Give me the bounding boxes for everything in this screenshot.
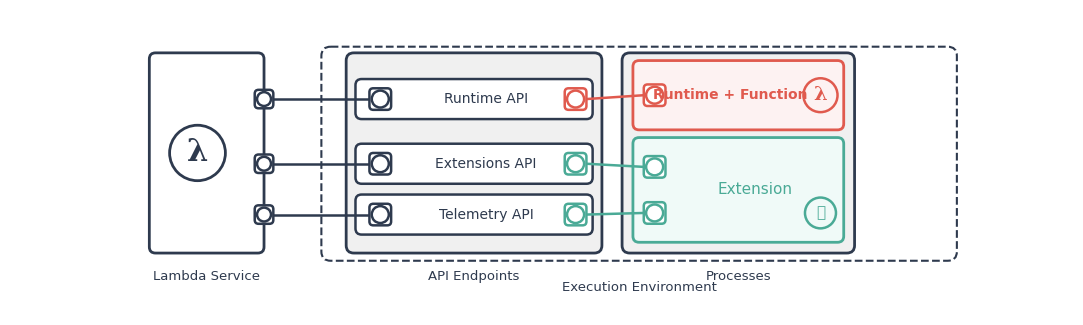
FancyBboxPatch shape xyxy=(643,84,665,106)
FancyBboxPatch shape xyxy=(564,153,586,175)
Circle shape xyxy=(567,206,584,223)
FancyBboxPatch shape xyxy=(643,156,665,178)
Circle shape xyxy=(371,206,389,223)
FancyBboxPatch shape xyxy=(347,53,602,253)
Text: Runtime + Function: Runtime + Function xyxy=(653,88,807,102)
Circle shape xyxy=(257,208,271,222)
FancyBboxPatch shape xyxy=(369,88,391,110)
Circle shape xyxy=(371,155,389,172)
Circle shape xyxy=(647,87,663,104)
Text: API Endpoints: API Endpoints xyxy=(429,270,520,283)
Text: Extensions API: Extensions API xyxy=(435,157,536,171)
Circle shape xyxy=(170,125,225,181)
FancyBboxPatch shape xyxy=(355,79,592,119)
FancyBboxPatch shape xyxy=(355,195,592,235)
Circle shape xyxy=(371,91,389,108)
FancyBboxPatch shape xyxy=(369,204,391,225)
FancyBboxPatch shape xyxy=(255,90,273,108)
FancyBboxPatch shape xyxy=(632,60,844,130)
FancyBboxPatch shape xyxy=(255,154,273,173)
Text: Lambda Service: Lambda Service xyxy=(153,270,260,283)
FancyBboxPatch shape xyxy=(632,137,844,242)
Circle shape xyxy=(647,204,663,221)
Circle shape xyxy=(567,91,584,108)
Circle shape xyxy=(804,78,837,112)
Text: Extension: Extension xyxy=(718,182,793,197)
Circle shape xyxy=(805,198,836,228)
FancyBboxPatch shape xyxy=(149,53,264,253)
FancyBboxPatch shape xyxy=(564,88,586,110)
FancyBboxPatch shape xyxy=(355,144,592,184)
Text: λ: λ xyxy=(813,86,827,104)
Text: Execution Environment: Execution Environment xyxy=(562,281,717,294)
FancyBboxPatch shape xyxy=(622,53,854,253)
Text: Processes: Processes xyxy=(705,270,771,283)
Circle shape xyxy=(257,157,271,171)
Circle shape xyxy=(647,158,663,176)
FancyBboxPatch shape xyxy=(643,202,665,224)
Text: λ: λ xyxy=(186,137,208,168)
Circle shape xyxy=(567,155,584,172)
Text: ⏻: ⏻ xyxy=(815,205,825,220)
Text: Runtime API: Runtime API xyxy=(444,92,529,106)
FancyBboxPatch shape xyxy=(564,204,586,225)
Text: Telemetry API: Telemetry API xyxy=(439,208,533,222)
Circle shape xyxy=(257,92,271,106)
FancyBboxPatch shape xyxy=(255,205,273,224)
FancyBboxPatch shape xyxy=(369,153,391,175)
